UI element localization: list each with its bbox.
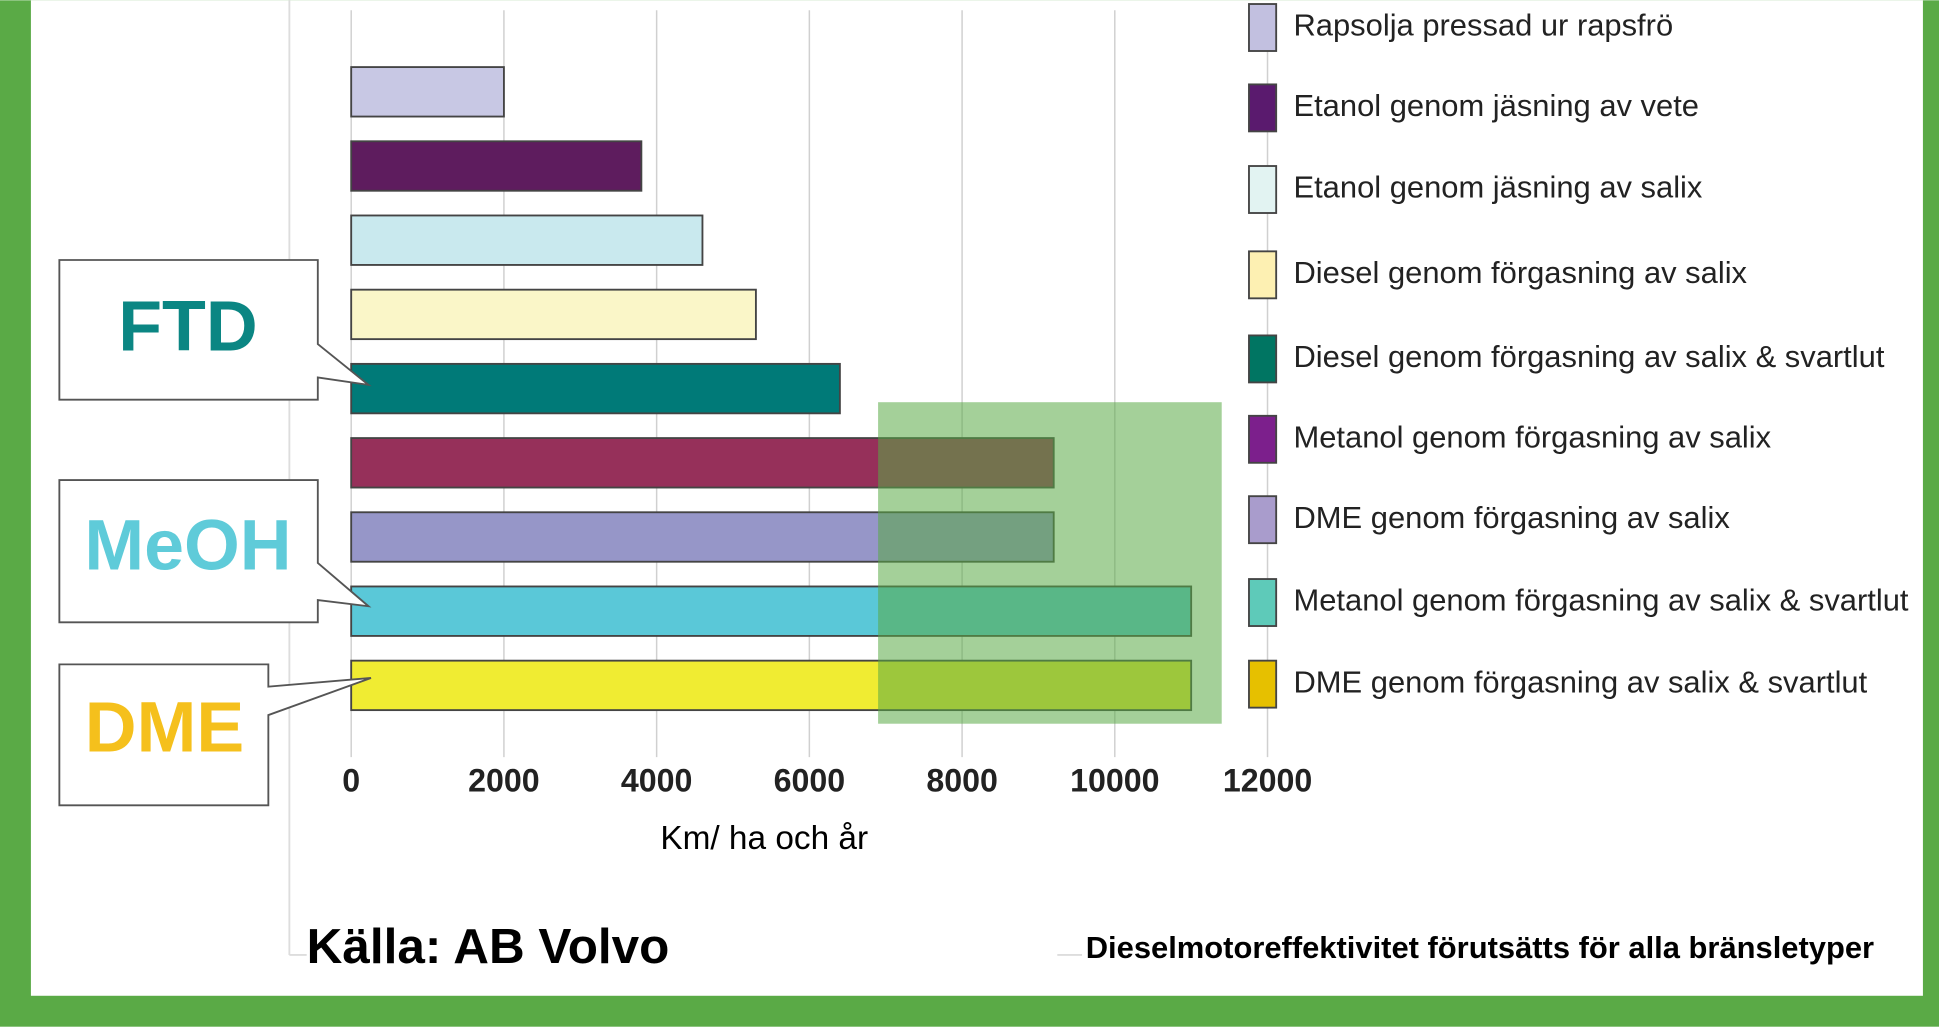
legend-label: Rapsolja pressad ur rapsfrö [1293,8,1673,43]
annotation: MeOH [84,506,291,586]
source: Källa: AB Volvo [307,919,670,974]
highlight-region [878,402,1222,724]
legend-label: Diesel genom förgasning av salix & svart… [1293,339,1884,374]
x-tick-label: 4000 [621,763,693,799]
legend-label: DME genom förgasning av salix & svartlut [1293,664,1867,699]
callout-box [58,663,372,807]
callouts [58,259,372,807]
callout-box [58,259,372,401]
legend-label: Etanol genom jäsning av vete [1293,88,1698,123]
bars [350,66,1222,724]
callout-box [58,479,372,624]
bar [350,140,643,192]
legend-swatch [1248,495,1278,545]
x-axis-label: Km/ ha och år [660,820,868,857]
legend-swatch [1248,334,1278,384]
legend: Rapsolja pressad ur rapsfrö Etanol genom … [1248,3,1909,709]
annotation: FTD [118,287,257,367]
legend-label: Diesel genom förgasning av salix [1293,255,1747,290]
bar [350,214,704,266]
legend-swatch [1248,165,1278,214]
legend-label: Metanol genom förgasning av salix & svar… [1293,583,1908,618]
legend-swatch [1248,83,1278,133]
bar [350,66,505,118]
legend-swatch [1248,3,1278,52]
x-tick-label: 6000 [774,763,846,799]
x-tick-label: 8000 [926,763,998,799]
x-tick-label: 10000 [1070,763,1159,799]
legend-swatch [1248,578,1278,627]
bar [350,288,757,341]
legend-swatch [1248,250,1278,300]
x-tick-label: 0 [342,763,360,799]
legend-label: DME genom förgasning av salix [1293,500,1730,535]
legend-label: Etanol genom jäsning av salix [1293,170,1702,205]
x-tick-label: 2000 [468,763,540,799]
bar [350,362,841,415]
annotation: DME [85,687,244,767]
note: Dieselmotoreffektivitet förutsätts för a… [1086,930,1874,965]
legend-label: Metanol genom förgasning av salix [1293,419,1771,454]
legend-swatch [1248,659,1278,709]
x-tick-label: 12000 [1223,763,1312,799]
legend-swatch [1248,414,1278,464]
